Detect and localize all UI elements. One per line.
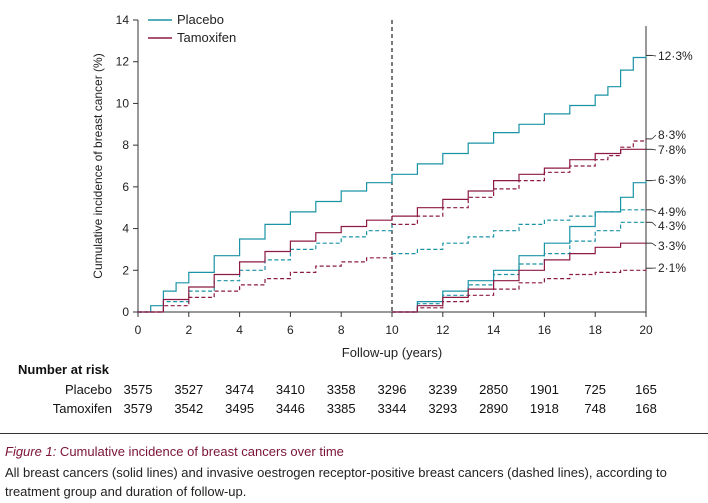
end-label: 3·3% <box>658 239 686 253</box>
end-label-leader <box>651 179 657 181</box>
series-line <box>392 268 647 313</box>
x-tick-label: 16 <box>538 323 552 337</box>
x-tick-label: 2 <box>185 323 192 337</box>
y-tick-label: 14 <box>116 13 130 27</box>
series-line <box>392 180 647 313</box>
caption-divider <box>0 433 708 434</box>
risk-cell: 3410 <box>275 382 305 397</box>
end-label-leader <box>651 242 657 247</box>
end-label-leader <box>651 55 657 57</box>
end-label: 6·3% <box>658 173 686 187</box>
x-tick-label: 0 <box>135 323 142 337</box>
figure-label: Figure 1: <box>5 444 57 459</box>
x-tick-label: 20 <box>639 323 653 337</box>
chart-labels: Placebo Tamoxifen 12·3% 8·3%7·8% 6·3% 4·9%4·3… <box>148 12 693 275</box>
x-tick-label: 18 <box>589 323 603 337</box>
series-line <box>138 253 393 313</box>
risk-cell: 3344 <box>377 401 407 416</box>
end-label: 4·9% <box>658 205 686 219</box>
risk-cell: 3542 <box>174 401 204 416</box>
end-label-leader <box>651 148 657 151</box>
risk-cell: 3527 <box>174 382 204 397</box>
end-label: 7·8% <box>658 143 686 157</box>
x-tick-label: 14 <box>487 323 501 337</box>
series-line <box>392 221 646 313</box>
risk-cell: 3293 <box>428 401 458 416</box>
risk-cell: 165 <box>635 382 657 397</box>
legend-label: Placebo <box>177 12 224 27</box>
figure-caption-body: All breast cancers (solid lines) and inv… <box>5 465 667 499</box>
risk-row-label: Tamoxifen <box>52 401 112 416</box>
figure-caption-title: Figure 1: Cumulative incidence of breast… <box>5 444 344 459</box>
risk-cell: 3579 <box>123 401 153 416</box>
risk-cell: 3474 <box>225 382 255 397</box>
series-line <box>392 148 646 217</box>
x-tick-label: 6 <box>287 323 294 337</box>
end-label: 8·3% <box>658 128 686 142</box>
end-label-leader <box>651 134 657 140</box>
risk-cell: 2890 <box>479 401 509 416</box>
risk-cell: 3358 <box>326 382 356 397</box>
series-line <box>392 55 647 175</box>
x-tick-label: 4 <box>236 323 243 337</box>
risk-cell: 3575 <box>123 382 153 397</box>
risk-cell: 3495 <box>225 401 255 416</box>
risk-table-heading: Number at risk <box>18 362 110 377</box>
chart-axes: 0 2 4 6 8 10 12 14 0 2 4 6 8 10 12 14 16 18 20 Follow-up (y… <box>91 13 653 360</box>
figure-title: Cumulative incidence of breast cancers o… <box>56 444 344 459</box>
end-label: 4·3% <box>658 219 686 233</box>
series-line <box>138 216 393 313</box>
series-line <box>392 242 646 313</box>
end-label-leader <box>651 222 657 227</box>
y-tick-label: 2 <box>122 263 129 277</box>
risk-row-label: Placebo <box>65 382 112 397</box>
risk-cell: 1918 <box>529 401 559 416</box>
risk-cell: 3385 <box>326 401 356 416</box>
y-tick-label: 12 <box>116 55 130 69</box>
incidence-chart: 0 2 4 6 8 10 12 14 0 2 4 6 8 10 12 14 16 18 20 Follow-up (y… <box>91 12 693 360</box>
end-label: 2·1% <box>658 261 686 275</box>
risk-cell: 2850 <box>479 382 509 397</box>
risk-cell: 725 <box>584 382 607 397</box>
risk-cell: 3296 <box>377 382 407 397</box>
risk-cell: 3239 <box>428 382 458 397</box>
risk-cell: 3446 <box>275 401 305 416</box>
y-tick-label: 10 <box>116 96 130 110</box>
x-axis-title: Follow-up (years) <box>342 345 442 360</box>
y-tick-label: 6 <box>122 180 129 194</box>
y-axis-title: Cumulative incidence of breast cancer (%… <box>91 53 105 278</box>
y-tick-label: 0 <box>122 305 129 319</box>
y-tick-label: 8 <box>122 138 129 152</box>
risk-cell: 1901 <box>529 382 559 397</box>
end-label: 12·3% <box>658 49 693 63</box>
chart-lines <box>138 55 647 313</box>
legend-label: Tamoxifen <box>177 30 236 45</box>
risk-cell: 748 <box>584 401 607 416</box>
risk-cell: 168 <box>635 401 657 416</box>
y-tick-label: 4 <box>122 222 129 236</box>
end-label-leader <box>651 209 657 213</box>
x-tick-label: 12 <box>436 323 450 337</box>
series-line <box>138 174 393 313</box>
x-tick-label: 10 <box>385 323 399 337</box>
x-tick-label: 8 <box>338 323 345 337</box>
